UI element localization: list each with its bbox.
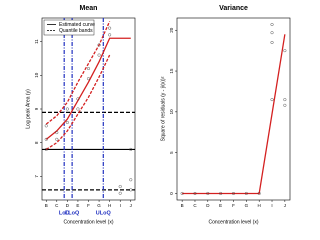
data-point [76, 107, 80, 111]
curve [182, 34, 286, 195]
data-point [129, 147, 133, 151]
y-axis-label: Log peak Area (y) [25, 89, 31, 129]
y-tick-label: 15 [169, 68, 174, 74]
x-tick-label: F [87, 203, 90, 208]
data-point [231, 191, 235, 195]
data-point [118, 185, 122, 189]
legend-label: Quantile bands [59, 28, 93, 34]
data-point [270, 98, 274, 102]
x-axis-label: Concentration level (x) [208, 219, 258, 225]
x-tick-label: I [120, 203, 121, 208]
data-point [97, 53, 101, 57]
data-point [283, 103, 287, 107]
x-tick-label: B [45, 203, 48, 208]
data-point [129, 188, 133, 192]
data-point [118, 191, 122, 195]
y-axis-label: Square of residuals (y - ŷ(x))² [160, 76, 166, 141]
data-point [86, 67, 90, 71]
data-point [76, 97, 80, 101]
y-tick-label: 11 [34, 39, 39, 44]
data-point [244, 191, 248, 195]
y-tick-label: 9 [34, 107, 39, 110]
data-point [219, 191, 223, 195]
data-point [65, 120, 69, 124]
data-point [270, 40, 274, 44]
data-point [44, 137, 48, 141]
quantile-band [45, 54, 111, 150]
plot-frame [41, 17, 136, 201]
legend-label: Estimated curve [59, 22, 95, 28]
y-tick-label: 7 [34, 175, 39, 178]
data-point [108, 33, 112, 37]
x-tick-label: D [66, 203, 70, 208]
x-tick-label: G [97, 203, 101, 208]
data-point [270, 23, 274, 27]
x-tick-label: C [193, 203, 197, 208]
y-tick-label: 10 [34, 72, 39, 78]
legend-box [43, 19, 95, 36]
x-tick-label: E [219, 203, 222, 208]
curve [45, 37, 131, 140]
limit-label: LoD [59, 210, 70, 216]
y-tick-label: 5 [169, 151, 174, 154]
x-axis-label: Concentration level (x) [63, 219, 113, 225]
x-tick-label: C [55, 203, 59, 208]
data-point [65, 107, 69, 111]
data-point [270, 31, 274, 35]
chart: Mean Concentration level (x) Log peak Area… [25, 5, 291, 225]
data-point [180, 191, 184, 195]
y-tick-label: 10 [169, 109, 174, 115]
chart-title: Variance [219, 5, 248, 12]
data-point [108, 26, 112, 30]
chart-title: Mean [80, 5, 98, 12]
limit-label: LLoQ [65, 210, 80, 216]
x-tick-label: B [181, 203, 184, 208]
data-point [283, 98, 287, 102]
quantile-band [45, 21, 111, 125]
x-tick-label: G [245, 203, 249, 208]
data-point [193, 191, 197, 195]
y-tick-label: 0 [169, 192, 174, 195]
data-point [55, 131, 59, 135]
data-point [44, 147, 48, 151]
limit-label: ULoQ [96, 210, 112, 216]
x-tick-label: H [108, 203, 111, 208]
x-tick-label: J [284, 203, 286, 208]
x-tick-label: F [232, 203, 235, 208]
x-tick-label: D [206, 203, 210, 208]
data-point [44, 124, 48, 128]
y-tick-label: 20 [169, 27, 174, 33]
y-tick-label: 8 [34, 141, 39, 144]
data-point [129, 178, 133, 182]
x-tick-label: I [271, 203, 272, 208]
data-point [283, 49, 287, 53]
x-tick-label: J [130, 203, 132, 208]
x-tick-label: E [76, 203, 79, 208]
data-point [257, 191, 261, 195]
data-point [206, 191, 210, 195]
data-point [97, 43, 101, 47]
data-point [86, 77, 90, 81]
data-point [55, 137, 59, 141]
x-tick-label: H [258, 203, 261, 208]
